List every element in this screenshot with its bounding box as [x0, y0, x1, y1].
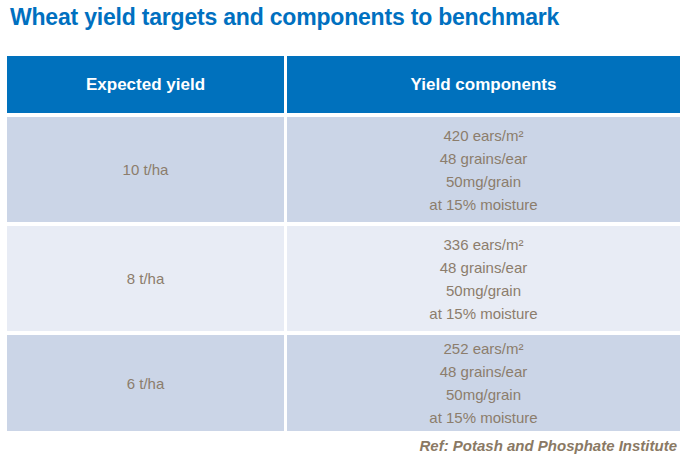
- column-header-yield-components: Yield components: [287, 56, 680, 113]
- component-line: 420 ears/m²: [443, 124, 523, 147]
- table-row: 10 t/ha 420 ears/m² 48 grains/ear 50mg/g…: [7, 117, 680, 222]
- component-line: at 15% moisture: [429, 406, 537, 429]
- table-row: 8 t/ha 336 ears/m² 48 grains/ear 50mg/gr…: [7, 226, 680, 331]
- component-line: 252 ears/m²: [443, 337, 523, 360]
- component-line: 50mg/grain: [446, 170, 521, 193]
- slide-page: Wheat yield targets and components to be…: [0, 0, 689, 466]
- component-line: at 15% moisture: [429, 302, 537, 325]
- table-row: 6 t/ha 252 ears/m² 48 grains/ear 50mg/gr…: [7, 335, 680, 431]
- yield-components-cell: 336 ears/m² 48 grains/ear 50mg/grain at …: [287, 226, 680, 331]
- expected-yield-cell: 6 t/ha: [7, 335, 284, 431]
- yield-components-cell: 420 ears/m² 48 grains/ear 50mg/grain at …: [287, 117, 680, 222]
- yield-benchmark-table: Expected yield Yield components 10 t/ha …: [7, 56, 680, 435]
- expected-yield-cell: 8 t/ha: [7, 226, 284, 331]
- table-header-row: Expected yield Yield components: [7, 56, 680, 113]
- component-line: 48 grains/ear: [440, 147, 528, 170]
- component-line: 50mg/grain: [446, 279, 521, 302]
- column-header-expected-yield: Expected yield: [7, 56, 284, 113]
- expected-yield-cell: 10 t/ha: [7, 117, 284, 222]
- yield-components-cell: 252 ears/m² 48 grains/ear 50mg/grain at …: [287, 335, 680, 431]
- page-title: Wheat yield targets and components to be…: [10, 4, 559, 31]
- component-line: 48 grains/ear: [440, 256, 528, 279]
- component-line: 50mg/grain: [446, 383, 521, 406]
- reference-note: Ref: Potash and Phosphate Institute: [419, 437, 677, 454]
- component-line: 48 grains/ear: [440, 360, 528, 383]
- component-line: at 15% moisture: [429, 193, 537, 216]
- component-line: 336 ears/m²: [443, 233, 523, 256]
